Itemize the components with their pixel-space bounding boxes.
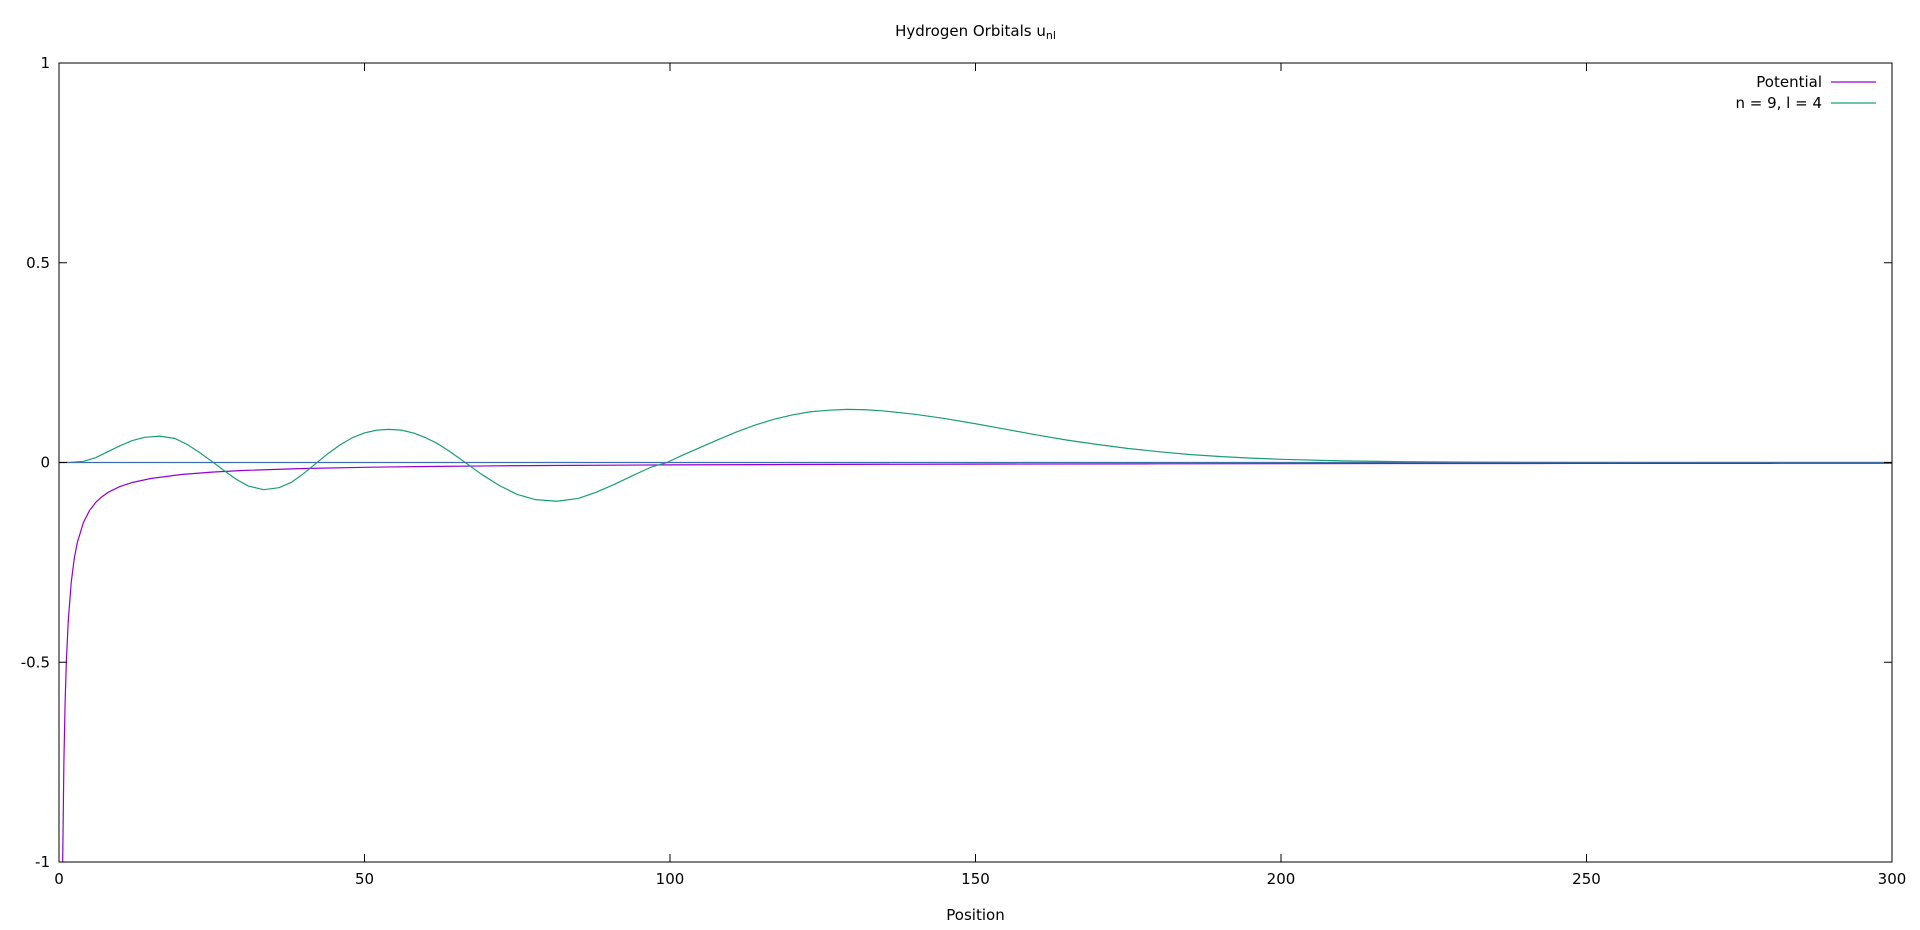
chart-title-subscript: nl — [1046, 29, 1056, 42]
x-tick-label: 150 — [961, 870, 990, 888]
legend-label-n-9-l-4: n = 9, l = 4 — [1735, 94, 1822, 112]
y-tick-label: 0 — [40, 454, 50, 472]
x-tick-label: 0 — [54, 870, 64, 888]
x-axis-title: Position — [946, 906, 1004, 924]
series-layer — [59, 408, 1892, 862]
y-tick-label: 1 — [40, 54, 50, 72]
legend: Potential n = 9, l = 4 — [1735, 73, 1876, 112]
y-tick-label: -1 — [35, 853, 50, 871]
ticks-layer — [58, 62, 1893, 863]
series-line-potential — [62, 462, 1892, 862]
x-tick-label: 50 — [355, 870, 374, 888]
series-line-n-9-l-4 — [59, 408, 1892, 502]
x-tick-label: 200 — [1267, 870, 1296, 888]
y-tick-label: -0.5 — [21, 653, 50, 671]
x-tick-label: 300 — [1878, 870, 1907, 888]
chart-title: Hydrogen Orbitals unl — [895, 22, 1056, 42]
legend-label-potential: Potential — [1756, 73, 1822, 91]
y-tick-label: 0.5 — [26, 254, 50, 272]
x-tick-label: 250 — [1572, 870, 1601, 888]
chart-title-main: Hydrogen Orbitals u — [895, 22, 1046, 40]
labels-layer: 0 50 100 150 200 250 300 -1 -0.5 0 0.5 1 — [21, 54, 1907, 888]
x-tick-label: 100 — [656, 870, 685, 888]
